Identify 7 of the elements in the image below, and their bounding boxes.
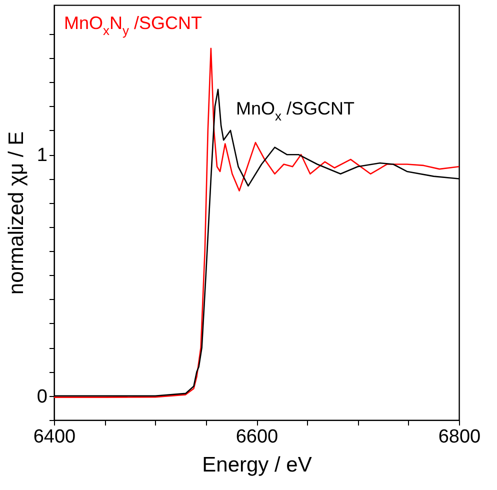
y-tick-label: 0 [36,386,48,408]
x-axis-title: Energy / eV [202,454,312,476]
y-axis-title: normalized χμ / E [4,131,28,295]
x-tick-label: 6400 [33,426,76,448]
x-tick-label: 6600 [236,426,278,448]
y-tick-label: 1 [36,145,48,166]
x-tick-label: 6800 [438,426,481,448]
